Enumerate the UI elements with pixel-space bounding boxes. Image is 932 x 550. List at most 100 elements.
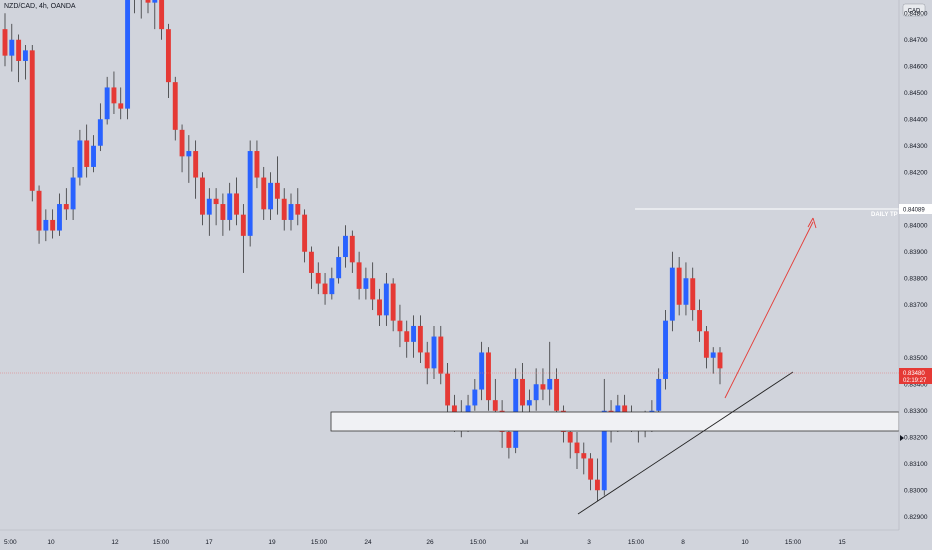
candle	[397, 304, 403, 348]
candle-body	[472, 389, 478, 406]
candle	[601, 378, 607, 496]
candle-body	[622, 405, 628, 417]
drag-handle-icon[interactable]	[900, 435, 904, 441]
current-price: 0.83480	[903, 371, 925, 377]
candle-body	[445, 373, 451, 406]
candle	[390, 278, 396, 332]
candle-body	[601, 410, 607, 491]
price-tick-label: 0.83900	[904, 249, 928, 256]
time-tick-label: 19	[268, 539, 276, 546]
candle-body	[152, 0, 158, 3]
candle-body	[57, 204, 62, 231]
time-axis[interactable]: 5:00 10 12 15:00 17 19 15:00 24 26 15:00 Jul 3 15:00…	[0, 529, 932, 550]
candle	[329, 267, 335, 300]
candle	[125, 0, 131, 120]
candle-body	[22, 50, 28, 61]
candle-body	[84, 140, 90, 167]
candle-body	[520, 378, 525, 406]
candle-body	[220, 204, 226, 220]
candle-body	[29, 50, 35, 191]
candle-body	[227, 193, 233, 220]
candle	[140, 0, 142, 19]
candle	[308, 246, 314, 289]
candle-body	[234, 193, 239, 215]
candle	[254, 140, 260, 189]
candle-body	[390, 283, 396, 321]
candle-body	[247, 151, 253, 236]
candle	[472, 378, 478, 411]
demand-zone-box[interactable]	[330, 411, 900, 432]
candle-body	[322, 283, 328, 295]
candle	[315, 262, 321, 295]
candle	[663, 310, 668, 390]
price-tick-label: 0.84200	[904, 170, 928, 177]
candle-body	[261, 177, 267, 210]
candle	[404, 320, 410, 358]
candle	[349, 230, 355, 273]
time-tick-label: 17	[205, 539, 213, 546]
candle	[697, 299, 703, 342]
candle-body	[77, 140, 83, 178]
candle	[145, 0, 151, 14]
candle	[669, 251, 675, 332]
candle-body	[295, 204, 301, 215]
ascending-trendline[interactable]	[577, 371, 794, 515]
candle	[134, 0, 135, 14]
candle-body	[145, 0, 151, 3]
candle	[57, 193, 62, 236]
price-tick-label: 0.83200	[904, 435, 928, 442]
candle	[547, 341, 553, 406]
candle	[513, 368, 519, 454]
candle-body	[683, 278, 689, 305]
price-axis[interactable]: CAD 0.84800 0.84700 0.84600 0.84500 0.84400 0…	[898, 0, 932, 530]
candle-body	[669, 267, 675, 321]
candle	[91, 135, 96, 173]
projection-arrow[interactable]	[724, 217, 817, 399]
candle-body	[574, 442, 580, 454]
candle-body	[697, 310, 703, 332]
time-tick-label: 15:00	[628, 539, 645, 546]
candle	[676, 257, 682, 316]
candle-body	[165, 29, 171, 83]
candle-body	[383, 283, 389, 316]
candle-body	[554, 378, 560, 411]
candle	[152, 0, 158, 30]
candle	[594, 458, 600, 501]
time-tick-label: 15:00	[311, 539, 328, 546]
candle-body	[315, 272, 321, 284]
candle-body	[213, 198, 219, 205]
candle-body	[50, 219, 56, 231]
candle	[438, 325, 444, 385]
candle	[717, 347, 723, 385]
candle	[377, 288, 382, 326]
candle	[302, 209, 308, 263]
candle-body	[594, 479, 600, 491]
candle-body	[397, 320, 403, 332]
candle	[227, 182, 233, 231]
candle-body	[43, 219, 49, 231]
currency-label[interactable]: CAD	[908, 9, 921, 15]
candle-body	[526, 400, 532, 406]
candle-body	[9, 39, 15, 56]
candle-body	[268, 182, 274, 210]
candle	[16, 34, 22, 83]
candle-body	[125, 0, 131, 109]
candle-body	[302, 214, 308, 252]
candle-body	[370, 278, 376, 300]
candle	[36, 185, 42, 244]
candle-body	[70, 177, 76, 210]
candle	[581, 442, 587, 475]
candle-body	[710, 352, 716, 358]
candle-body	[656, 378, 662, 411]
daily-tp-price: 0.84089	[903, 208, 925, 214]
price-tick-label: 0.84800	[904, 11, 928, 18]
time-tick-label: 8	[681, 539, 685, 546]
candle-body	[36, 190, 42, 231]
candle	[172, 76, 178, 141]
price-tick-label: 0.83700	[904, 302, 928, 309]
time-tick-label: 15:00	[470, 539, 487, 546]
candle	[43, 209, 49, 242]
candle	[97, 103, 103, 152]
candle-body	[172, 82, 178, 130]
